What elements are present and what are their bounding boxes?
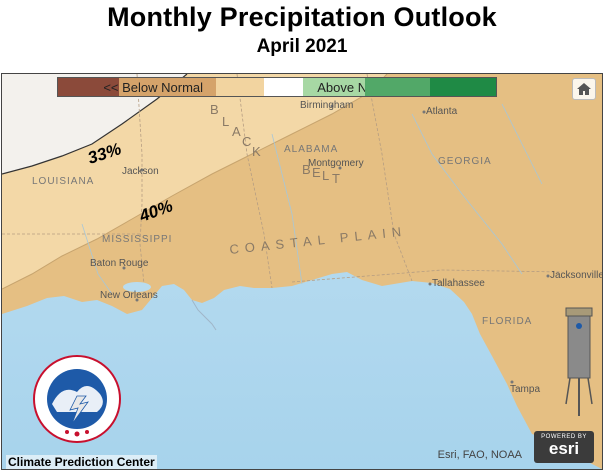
state-label-georgia: GEORGIA [438,156,492,167]
legend-bar: << Below Normal Above Normal >> [57,77,497,97]
state-label-florida: FLORIDA [482,316,532,327]
rivers [81,103,543,295]
city-new-orleans: New Orleans [100,290,158,301]
legend-swatch-below-moderate: << Below Normal [103,78,216,96]
agency-label: Climate Prediction Center [6,455,157,469]
map-attribution: Esri, FAO, NOAA [437,449,522,461]
city-baton-rouge: Baton Rouge [90,258,149,269]
city-birmingham: Birmingham [300,100,353,111]
page-subtitle: April 2021 [256,36,348,57]
page-title: Monthly Precipitation Outlook [107,2,497,32]
state-label-mississippi: MISSISSIPPI [102,234,172,245]
svg-text:L: L [322,168,335,183]
state-label-alabama: ALABAMA [284,144,338,155]
black-belt-label: B L A C K B E L T [210,102,346,186]
home-button[interactable] [572,78,596,100]
state-borders [2,74,563,289]
lake [123,282,151,292]
legend-below-label: << Below Normal [103,80,204,95]
city-tallahassee: Tallahassee [432,278,485,289]
map[interactable]: B L A C K B E L T COASTAL PLAIN LOUISIAN… [1,73,603,470]
mississippi-delta [191,299,217,331]
svg-text:A: A [232,124,247,139]
esri-powered-by: POWERED BY [541,434,587,440]
svg-text:T: T [332,171,346,186]
city-jacksonville: Jacksonville [550,270,602,281]
contour-40-line [2,74,388,290]
city-markers [122,104,550,384]
city-atlanta: Atlanta [426,106,458,117]
legend-swatch-below-light [215,78,264,96]
land-outlook-normal [2,74,187,174]
legend-swatch-above-light: Above Normal >> [303,78,418,96]
svg-text:L: L [222,114,235,129]
city-tampa: Tampa [510,384,540,395]
state-label-louisiana: LOUISIANA [32,176,94,187]
nws-logo-icon [33,355,121,443]
esri-wordmark: esri [548,439,580,458]
svg-text:B: B [210,102,225,117]
svg-text:K: K [252,144,267,159]
contour-33-line [2,74,188,175]
legend-swatch-above-strong [430,78,496,96]
esri-logo[interactable]: POWERED BY esri [534,431,594,463]
home-icon [577,83,591,95]
legend-swatch-above-moderate [364,78,431,96]
legend-swatch-normal [263,78,304,96]
svg-text:B: B [302,162,317,177]
city-jackson: Jackson [122,166,159,177]
legend-swatch-below-strong [58,78,120,96]
svg-text:E: E [312,165,327,180]
svg-text:C: C [242,134,257,149]
city-montgomery: Montgomery [308,158,364,169]
rain-gauge-icon [565,307,593,416]
